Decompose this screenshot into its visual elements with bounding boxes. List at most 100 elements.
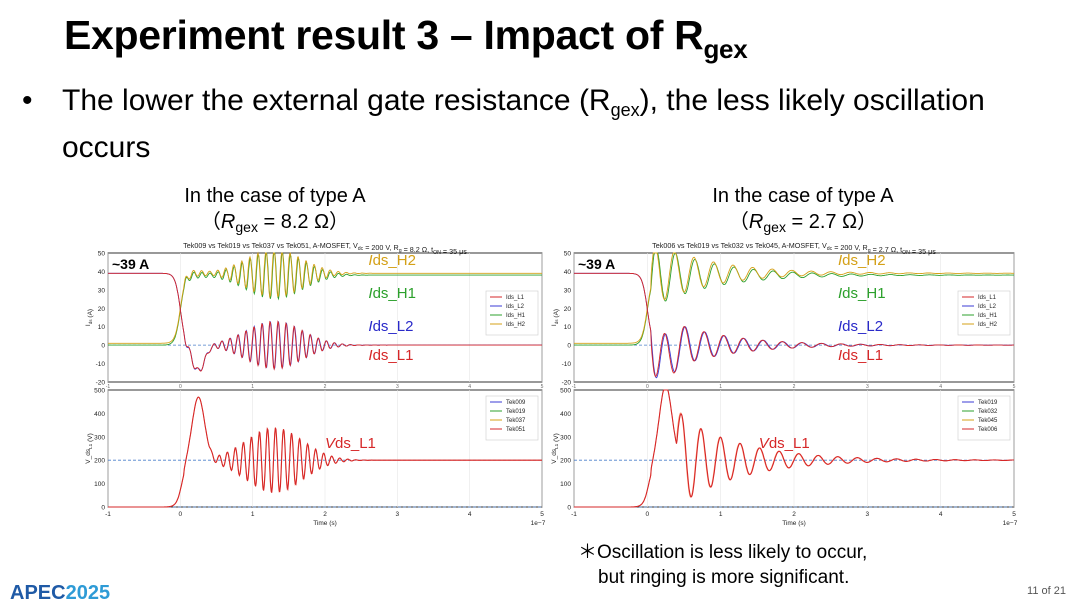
x-tick-label-top: -1 (572, 384, 577, 390)
x-axis-label: Time (s) (313, 520, 337, 527)
y-tick-label-top: -10 (562, 361, 572, 368)
legend-box-bottom (485, 395, 539, 441)
x-tick-label-top: 3 (866, 384, 869, 390)
y-tick-label-top: 0 (567, 343, 571, 350)
waveforms (574, 252, 1014, 508)
y-tick-label-top: 40 (98, 269, 106, 276)
caption-right: In the case of type A （Rgex = 2.7 Ω） (712, 185, 894, 235)
legend-box-bottom (957, 395, 1011, 441)
y-tick-label-bottom: 500 (560, 388, 571, 395)
y-tick-label-top: 50 (98, 251, 106, 258)
x-axis-label: Time (s) (782, 520, 806, 527)
x-tick-label-top: 5 (1013, 384, 1016, 390)
plot-left-svg: Tek009 vs Tek019 vs Tek037 vs Tek051, A-… (85, 241, 546, 527)
y-tick-label-bottom: 100 (560, 481, 571, 488)
x-tick-label: 0 (179, 511, 183, 518)
legend-entry-top: Ids_L1 (506, 295, 525, 301)
x-tick-label: -1 (105, 511, 111, 518)
legend-entry-bottom: Tek032 (978, 409, 998, 415)
y-axis-label-top: Ids (A) (85, 309, 94, 326)
y-axis-label-bottom: V_dsL1 (V) (551, 433, 560, 464)
y-tick-label-bottom: 200 (560, 458, 571, 465)
series-vds-trace-1 (108, 396, 542, 508)
x-tick-label-top: 2 (793, 384, 796, 390)
series-annotation: Ids_H1 (838, 285, 886, 302)
y-tick-label-top: 30 (98, 287, 106, 294)
x-axis-scale: 1e−7 (1003, 520, 1018, 527)
series-vds-trace-1 (574, 389, 1014, 508)
x-tick-label-top: 3 (396, 384, 399, 390)
y-tick-label-bottom: 400 (94, 411, 105, 418)
series-annotation: Ids_L2 (368, 318, 413, 335)
x-tick-label: 4 (939, 511, 943, 518)
x-tick-label-top: 0 (179, 384, 182, 390)
y-tick-label-bottom: 100 (94, 481, 105, 488)
y-tick-label-top: 10 (564, 324, 572, 331)
x-tick-label: -1 (571, 511, 577, 518)
bullet-text: The lower the external gate resistance (… (62, 84, 985, 164)
legend-entry-bottom: Tek006 (978, 427, 998, 433)
legend-box-top (485, 290, 539, 336)
caption-left: In the case of type A （Rgex = 8.2 Ω） (184, 185, 366, 235)
waveforms (108, 251, 542, 508)
y-axis-label-bottom: V_dsL1 (V) (85, 433, 94, 464)
y-tick-label-bottom: 500 (94, 388, 105, 395)
vds-annotation: Vds_L1 (759, 435, 810, 452)
series-annotation: Ids_L1 (368, 347, 413, 364)
legend-entry-top: Ids_L1 (978, 295, 997, 301)
x-tick-label: 5 (1012, 511, 1016, 518)
slide-title: Experiment result 3 – Impact of Rgex (64, 12, 748, 64)
y-tick-label-top: 20 (564, 306, 572, 313)
bullet-marker: • (22, 84, 33, 117)
plot-right: Tek006 vs Tek019 vs Tek032 vs Tek045, A-… (548, 237, 1024, 537)
y-tick-label-top: -20 (562, 380, 572, 387)
series-annotation: Ids_H1 (368, 285, 416, 302)
legend-entry-top: Ids_H2 (978, 322, 998, 328)
x-tick-label-top: 1 (251, 384, 254, 390)
x-tick-label: 2 (792, 511, 796, 518)
legend-entry-top: Ids_H2 (506, 322, 526, 328)
series-annotation: Ids_L1 (838, 347, 883, 364)
series-annotation: Ids_L2 (838, 318, 883, 335)
y-tick-label-top: 0 (101, 343, 105, 350)
series-ids-l1 (574, 272, 1014, 378)
legend-entry-bottom: Tek045 (978, 418, 998, 424)
x-tick-label: 4 (468, 511, 472, 518)
x-tick-label-top: -1 (106, 384, 111, 390)
x-tick-label-top: 5 (541, 384, 544, 390)
y-tick-label-bottom: 300 (94, 434, 105, 441)
y-tick-label-bottom: 300 (560, 434, 571, 441)
x-axis-scale: 1e−7 (531, 520, 546, 527)
x-tick-label: 3 (866, 511, 870, 518)
legend-box-top (957, 290, 1011, 336)
peak-current-annotation: ~39 A (112, 256, 149, 272)
legend-entry-bottom: Tek019 (506, 409, 526, 415)
series-annotation: Ids_H2 (368, 252, 416, 269)
y-axis-label-top: Ids (A) (551, 309, 560, 326)
x-tick-label: 1 (251, 511, 255, 518)
x-tick-label-top: 0 (646, 384, 649, 390)
apec-logo: APEC2025 (10, 582, 111, 604)
legend-entry-bottom: Tek019 (978, 400, 998, 406)
legend-entry-top: Ids_L2 (506, 304, 525, 310)
legend-entry-bottom: Tek009 (506, 400, 526, 406)
y-tick-label-top: -20 (96, 380, 106, 387)
x-tick-label: 5 (540, 511, 544, 518)
vds-annotation: Vds_L1 (325, 435, 376, 452)
y-tick-label-top: 40 (564, 269, 572, 276)
series-ids-l1 (108, 272, 542, 372)
y-tick-label-top: 50 (564, 251, 572, 258)
legend-entry-top: Ids_L2 (978, 304, 997, 310)
x-tick-label-top: 4 (939, 384, 942, 390)
x-tick-label: 3 (396, 511, 400, 518)
legend-entry-top: Ids_H1 (978, 313, 998, 319)
y-tick-label-top: -10 (96, 361, 106, 368)
x-tick-label-top: 1 (719, 384, 722, 390)
series-annotation: Ids_H2 (838, 252, 886, 269)
page-number: 11 of 21 (1027, 585, 1066, 597)
x-tick-label: 2 (323, 511, 327, 518)
plot-left: Tek009 vs Tek019 vs Tek037 vs Tek051, A-… (82, 237, 552, 537)
y-tick-label-bottom: 0 (101, 505, 105, 512)
y-tick-label-top: 10 (98, 324, 106, 331)
x-tick-label-top: 4 (468, 384, 471, 390)
